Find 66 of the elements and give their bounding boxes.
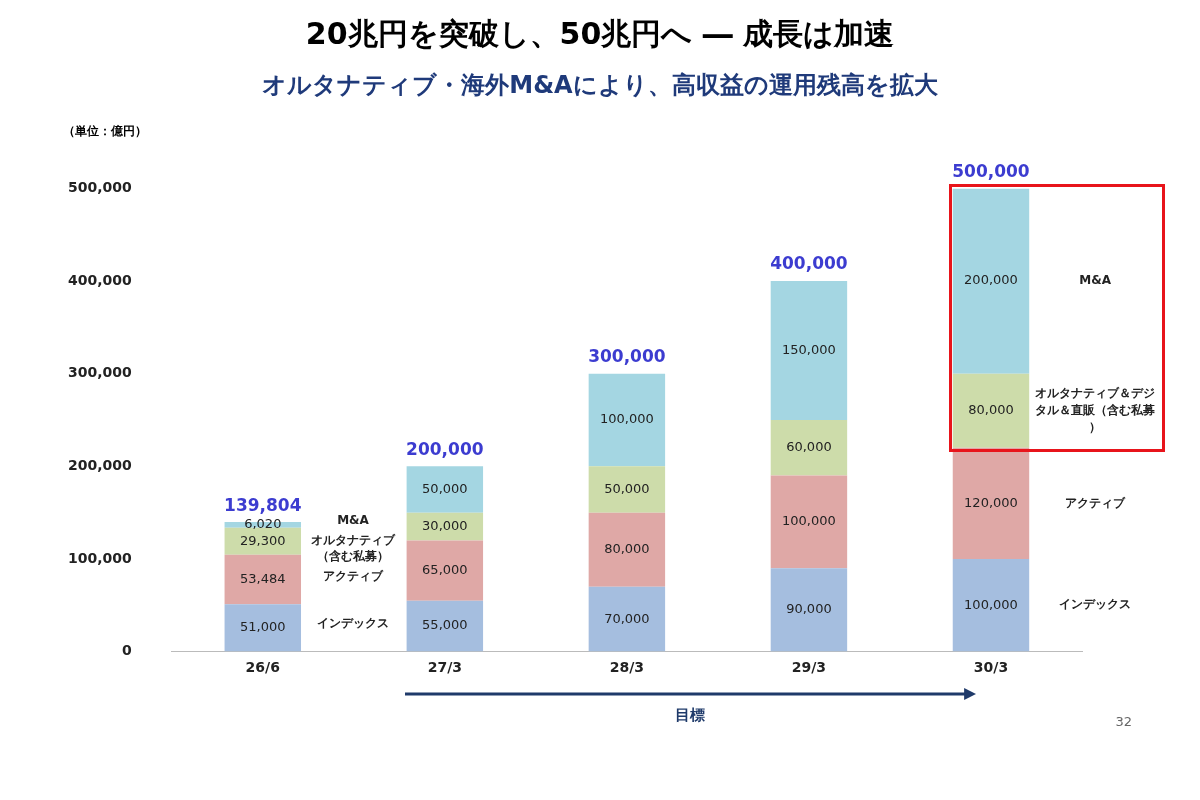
data-label: 70,000	[604, 610, 650, 626]
data-label: 200,000	[964, 272, 1018, 288]
annotation: オルタナティブ（含む私募）	[311, 533, 397, 563]
data-label: 53,484	[240, 570, 286, 586]
total-label: 400,000	[770, 253, 848, 274]
x-tick-label: 30/3	[973, 658, 1009, 675]
y-tick-label: 100,000	[68, 549, 133, 566]
data-label: 65,000	[422, 561, 468, 577]
annotation: インデックス	[317, 616, 390, 631]
bar	[770, 568, 848, 652]
total-label: 139,804	[224, 494, 302, 515]
total-label: 500,000	[952, 160, 1030, 181]
bar	[588, 512, 666, 587]
x-tick-label: 28/3	[609, 658, 645, 675]
data-label: 100,000	[782, 513, 836, 529]
data-label: 90,000	[786, 601, 832, 617]
bar	[224, 554, 302, 605]
data-label: 60,000	[786, 439, 832, 455]
bar	[224, 604, 302, 652]
bar	[406, 600, 484, 652]
chart-subtitle: オルタナティブ・海外M&Aにより、高収益の運用残高を拡大	[261, 70, 939, 101]
data-label: 150,000	[782, 341, 836, 357]
text: 目標	[674, 705, 707, 725]
data-label: 100,000	[600, 411, 654, 427]
data-label: 50,000	[422, 480, 468, 496]
bar	[588, 373, 666, 467]
bar	[406, 540, 484, 601]
data-label: 50,000	[604, 480, 650, 496]
text: インデックス	[1059, 597, 1132, 612]
bar	[588, 586, 666, 652]
y-axis-title: （単位：億円）	[63, 123, 148, 140]
y-tick-label: 0	[122, 642, 133, 659]
bar	[406, 466, 484, 513]
bar	[588, 466, 666, 513]
data-label: 29,300	[240, 532, 286, 548]
data-label: 55,000	[422, 617, 468, 633]
y-tick-label: 200,000	[68, 456, 133, 473]
data-label: 30,000	[422, 517, 468, 533]
total-label: 300,000	[588, 346, 666, 367]
bar	[770, 475, 848, 569]
bar	[770, 420, 848, 476]
data-label: 100,000	[964, 596, 1018, 612]
data-label: 6,020	[244, 516, 282, 532]
bar	[952, 447, 1030, 559]
annotation: アクティブ	[323, 569, 385, 583]
text: M&A	[1079, 273, 1112, 288]
data-label: 80,000	[604, 541, 650, 557]
x-tick-label: 27/3	[427, 658, 463, 675]
y-tick-label: 300,000	[68, 364, 133, 381]
annotation: M&A	[337, 513, 370, 527]
bar	[770, 281, 848, 420]
text: アクティブ	[1065, 495, 1127, 510]
x-tick-label: 29/3	[791, 658, 827, 675]
series-label: オルタナティブ＆デジタル＆直販（含む私募）	[1035, 385, 1156, 434]
total-label: 200,000	[406, 438, 484, 459]
text: 32	[1115, 713, 1132, 729]
bar	[952, 558, 1030, 652]
y-tick-label: 400,000	[68, 271, 133, 288]
y-tick-label: 500,000	[68, 179, 133, 196]
data-label: 120,000	[964, 494, 1018, 510]
bar	[952, 373, 1030, 448]
bar	[952, 188, 1030, 374]
chart-title: 20兆円を突破し、50兆円へ ― 成長は加速	[304, 15, 896, 53]
data-label: 80,000	[968, 402, 1014, 418]
x-tick-label: 26/6	[245, 658, 280, 675]
data-label: 51,000	[240, 619, 286, 635]
